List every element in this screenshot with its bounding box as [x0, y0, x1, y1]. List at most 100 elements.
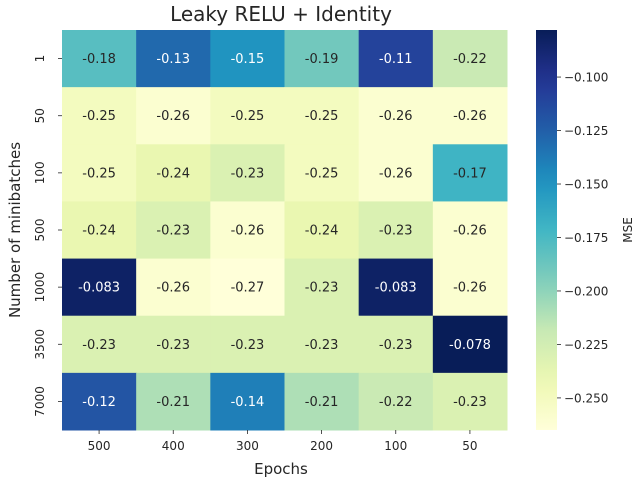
- heatmap-cell: [136, 201, 211, 260]
- cell-value-label: -0.21: [156, 395, 190, 410]
- colorbar-tick-label: −0.250: [564, 391, 608, 405]
- heatmap-cell: [284, 201, 360, 260]
- heatmap-cell: [284, 87, 360, 145]
- cell-value-label: -0.23: [82, 338, 116, 353]
- cell-value-label: -0.26: [453, 281, 487, 296]
- heatmap-cell: [432, 30, 508, 88]
- colorbar-tick-label: −0.150: [564, 178, 608, 192]
- heatmap-cell: [136, 30, 211, 88]
- heatmap-cell: [62, 87, 137, 145]
- colorbar-label: MSE: [621, 217, 635, 243]
- cell-value-label: -0.26: [156, 109, 190, 124]
- y-tick-label: 1: [33, 55, 47, 63]
- x-tick-label: 400: [162, 439, 185, 453]
- x-axis-label: Epochs: [254, 460, 308, 478]
- cell-value-label: -0.23: [305, 338, 339, 353]
- y-axis-label: Number of minibatches: [6, 142, 24, 318]
- cell-value-label: -0.24: [156, 166, 190, 181]
- heatmap-cell: [136, 87, 211, 145]
- cell-value-label: -0.25: [305, 109, 339, 124]
- y-tick-label: 1000: [33, 272, 47, 303]
- heatmap-cell: [358, 372, 434, 431]
- x-tick-label: 200: [310, 439, 333, 453]
- cell-value-label: -0.21: [305, 395, 339, 410]
- cell-value-label: -0.083: [375, 281, 417, 296]
- heatmap-cell: [136, 144, 211, 202]
- heatmap-cell: [210, 30, 285, 88]
- heatmap-cell: [136, 258, 211, 317]
- y-tick-label: 500: [33, 219, 47, 242]
- heatmap-cell: [284, 315, 360, 374]
- cell-value-label: -0.25: [305, 166, 339, 181]
- heatmap-cell: [432, 144, 508, 202]
- colorbar-tick-label: −0.125: [564, 124, 608, 138]
- cell-value-label: -0.23: [156, 224, 190, 239]
- heatmap-cell: [432, 201, 508, 260]
- colorbar-ticks: −0.100 −0.125 −0.150 −0.175 −0.200 −0.225 −0.2…: [557, 71, 608, 405]
- heatmap-cell: [210, 315, 285, 374]
- heatmap-cell: [62, 315, 137, 374]
- heatmap-cell: [284, 258, 360, 317]
- cell-value-label: -0.26: [379, 109, 413, 124]
- heatmap-cell: [136, 372, 211, 431]
- y-tick-label: 100: [33, 161, 47, 184]
- heatmap-cell: [62, 258, 137, 317]
- chart-title: Leaky RELU + Identity: [170, 2, 392, 26]
- heatmap-cell: [358, 258, 434, 317]
- cell-value-label: -0.26: [231, 224, 265, 239]
- cell-value-label: -0.12: [82, 395, 116, 410]
- y-axis-ticks: 1 50 100 500 1000 3500 7000: [33, 55, 62, 417]
- cell-value-label: -0.13: [156, 52, 190, 67]
- heatmap-cell: [432, 372, 508, 431]
- heatmap-cell: [210, 372, 285, 431]
- cell-value-label: -0.27: [231, 281, 265, 296]
- heatmap-cell: [62, 372, 137, 431]
- heatmap-cell-labels: -0.18 -0.13 -0.15 -0.19 -0.11 -0.22 -0.25 -0.26…: [78, 52, 491, 410]
- cell-value-label: -0.23: [379, 224, 413, 239]
- heatmap-cell: [136, 315, 211, 374]
- x-tick-label: 500: [88, 439, 111, 453]
- cell-value-label: -0.11: [379, 52, 413, 67]
- x-axis-ticks: 500 400 300 200 100 50: [88, 430, 478, 453]
- colorbar-tick-label: −0.200: [564, 284, 608, 298]
- cell-value-label: -0.14: [231, 395, 265, 410]
- heatmap-cell: [284, 372, 360, 431]
- cell-value-label: -0.18: [82, 52, 116, 67]
- cell-value-label: -0.22: [453, 52, 487, 67]
- cell-value-label: -0.23: [305, 281, 339, 296]
- cell-value-label: -0.15: [231, 52, 265, 67]
- heatmap-cell: [432, 315, 508, 374]
- x-tick-label: 300: [236, 439, 259, 453]
- cell-value-label: -0.26: [453, 224, 487, 239]
- heatmap-cell: [210, 258, 285, 317]
- y-tick-label: 50: [33, 108, 47, 123]
- cell-value-label: -0.17: [453, 166, 487, 181]
- cell-value-label: -0.22: [379, 395, 413, 410]
- colorbar-tick-label: −0.225: [564, 338, 608, 352]
- cell-value-label: -0.23: [453, 395, 487, 410]
- cell-value-label: -0.26: [379, 166, 413, 181]
- cell-value-label: -0.24: [305, 224, 339, 239]
- heatmap-cell: [432, 87, 508, 145]
- heatmap-cell: [62, 30, 137, 88]
- cell-value-label: -0.078: [449, 338, 491, 353]
- heatmap-cell: [210, 87, 285, 145]
- cell-value-label: -0.19: [305, 52, 339, 67]
- heatmap-cell: [432, 258, 508, 317]
- heatmap-cell: [358, 30, 434, 88]
- heatmap-cell: [358, 87, 434, 145]
- cell-value-label: -0.25: [82, 166, 116, 181]
- heatmap-cells: [62, 30, 508, 431]
- heatmap-cell: [62, 201, 137, 260]
- heatmap-cell: [358, 315, 434, 374]
- cell-value-label: -0.25: [231, 109, 265, 124]
- cell-value-label: -0.23: [231, 338, 265, 353]
- cell-value-label: -0.23: [156, 338, 190, 353]
- y-tick-label: 3500: [33, 329, 47, 360]
- cell-value-label: -0.23: [231, 166, 265, 181]
- x-tick-label: 50: [462, 439, 477, 453]
- colorbar-tick-label: −0.100: [564, 71, 608, 85]
- heatmap-cell: [358, 201, 434, 260]
- cell-value-label: -0.25: [82, 109, 116, 124]
